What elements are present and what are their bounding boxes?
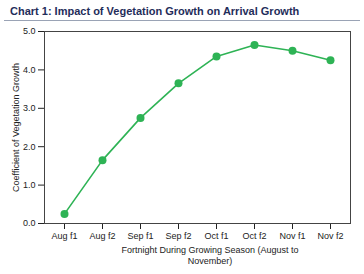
html-text:Chart 1: Impact of Vegetation: Chart 1: Impact of Vegetation Growth on …	[10, 5, 300, 17]
svg-text:Aug f1: Aug f1	[51, 231, 77, 241]
svg-text:Sep f2: Sep f2	[165, 231, 191, 241]
svg-text:4.0: 4.0	[23, 65, 36, 75]
svg-text:2.0: 2.0	[23, 142, 36, 152]
svg-text:Oct f2: Oct f2	[242, 231, 266, 241]
svg-text:Nov f2: Nov f2	[317, 231, 343, 241]
svg-text:Coefficient of Vegetation Grow: Coefficient of Vegetation Growth	[11, 63, 21, 192]
svg-text:0.0: 0.0	[23, 218, 36, 228]
svg-text:5.0: 5.0	[23, 26, 36, 36]
svg-text:1.0: 1.0	[23, 180, 36, 190]
svg-text:Oct f1: Oct f1	[204, 231, 228, 241]
html-text:Fortnight During Growing Seaso: Fortnight During Growing Season (August …	[121, 245, 299, 266]
svg-text:Aug f2: Aug f2	[89, 231, 115, 241]
svg-text:3.0: 3.0	[23, 103, 36, 113]
svg-text:Nov f1: Nov f1	[279, 231, 305, 241]
svg-text:Sep f1: Sep f1	[127, 231, 153, 241]
